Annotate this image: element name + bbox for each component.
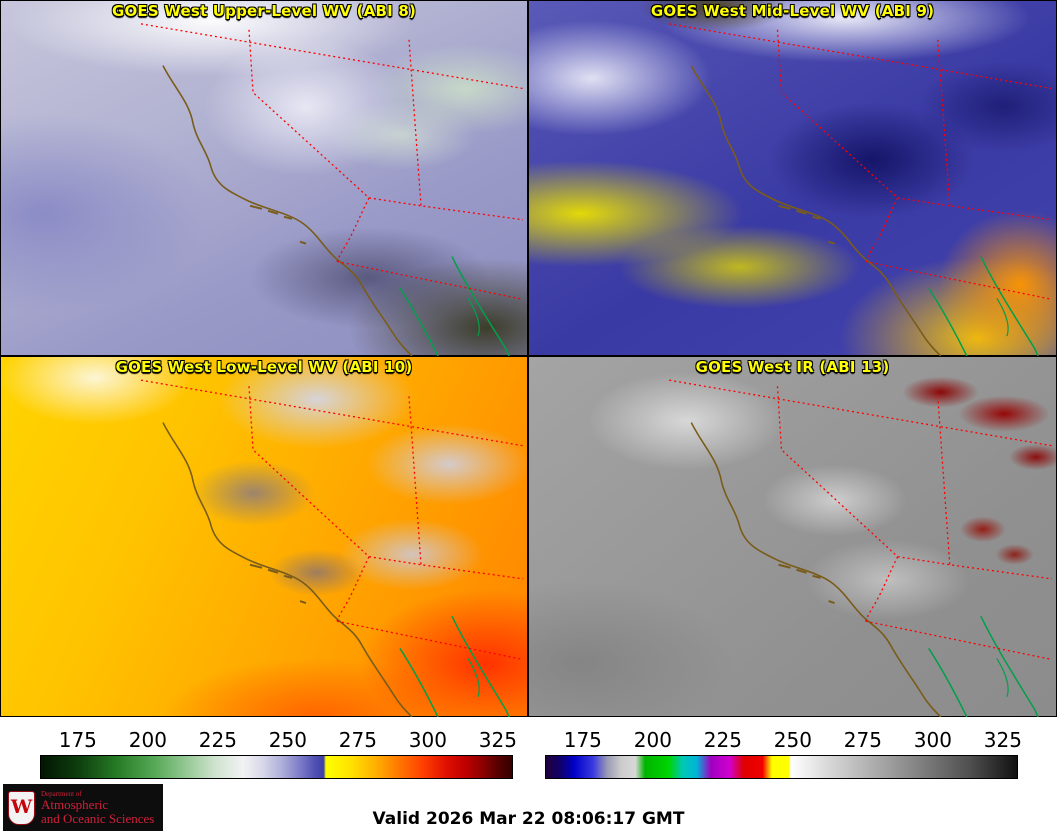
uw-aos-logo: W Department of Atmospheric and Oceanic … [3,784,163,831]
logo-line2: and Oceanic Sciences [41,810,155,826]
tick-label: 175 [58,728,97,752]
crest-letter: W [10,796,33,818]
tick-label: 300 [408,728,447,752]
tick-label: 325 [983,728,1022,752]
tick-label: 225 [198,728,237,752]
tick-label: 300 [913,728,952,752]
colorbar-row: 175 200 225 250 275 300 325 175 200 225 … [0,717,1057,779]
ir-colorbar-group: 175 200 225 250 275 300 325 [545,728,1022,779]
wv-colorbar-group: 175 200 225 250 275 300 325 [40,728,517,779]
footer: W Department of Atmospheric and Oceanic … [0,784,1057,836]
map-overlay [668,379,1053,717]
wv-colorbar-ticks: 175 200 225 250 275 300 325 [40,728,517,755]
uw-crest-icon: W [8,790,35,825]
panel-title-upper-wv: GOES West Upper-Level WV (ABI 8) [111,2,417,20]
map-overlay [140,22,524,356]
panel-mid-level-wv: GOES West Mid-Level WV (ABI 9) [528,0,1057,356]
valid-time: Valid 2026 Mar 22 08:06:17 GMT [372,809,685,829]
logo-dept-line: Department of [41,789,82,798]
ir-colorbar-ticks: 175 200 225 250 275 300 325 [545,728,1022,755]
quadrant-grid: GOES West Upper-Level WV (ABI 8) GOES We… [0,0,1057,717]
wv-colorbar [40,755,513,779]
ir-colorbar [545,755,1018,779]
panel-title-mid-wv: GOES West Mid-Level WV (ABI 9) [650,2,935,20]
panel-title-ir: GOES West IR (ABI 13) [695,358,890,376]
panel-upper-level-wv: GOES West Upper-Level WV (ABI 8) [0,0,528,356]
map-overlay [139,379,525,717]
tick-label: 200 [128,728,167,752]
logo-text: Department of Atmospheric and Oceanic Sc… [41,790,154,826]
tick-label: 200 [633,728,672,752]
tick-label: 175 [563,728,602,752]
panel-ir: GOES West IR (ABI 13) [528,356,1057,717]
panel-title-low-wv: GOES West Low-Level WV (ABI 10) [115,358,413,376]
tick-label: 250 [773,728,812,752]
panel-low-level-wv: GOES West Low-Level WV (ABI 10) [0,356,528,717]
tick-label: 250 [268,728,307,752]
tick-label: 325 [478,728,517,752]
tick-label: 275 [338,728,377,752]
map-overlay [668,22,1053,356]
tick-label: 275 [843,728,882,752]
logo-line1: Atmospheric [41,796,109,812]
tick-label: 225 [703,728,742,752]
